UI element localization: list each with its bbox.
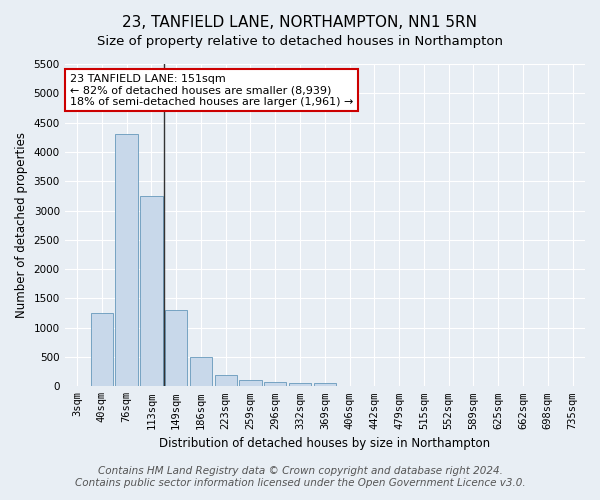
Bar [239,380,262,386]
Bar [314,384,336,386]
Bar [264,382,286,386]
Y-axis label: Number of detached properties: Number of detached properties [15,132,28,318]
Text: Size of property relative to detached houses in Northampton: Size of property relative to detached ho… [97,35,503,48]
Bar [115,134,138,386]
Text: Contains HM Land Registry data © Crown copyright and database right 2024.
Contai: Contains HM Land Registry data © Crown c… [74,466,526,487]
Bar [190,357,212,386]
Text: 23 TANFIELD LANE: 151sqm
← 82% of detached houses are smaller (8,939)
18% of sem: 23 TANFIELD LANE: 151sqm ← 82% of detach… [70,74,353,107]
X-axis label: Distribution of detached houses by size in Northampton: Distribution of detached houses by size … [159,437,490,450]
Bar [215,374,237,386]
Bar [140,196,163,386]
Bar [165,310,187,386]
Text: 23, TANFIELD LANE, NORTHAMPTON, NN1 5RN: 23, TANFIELD LANE, NORTHAMPTON, NN1 5RN [122,15,478,30]
Bar [289,383,311,386]
Bar [91,313,113,386]
